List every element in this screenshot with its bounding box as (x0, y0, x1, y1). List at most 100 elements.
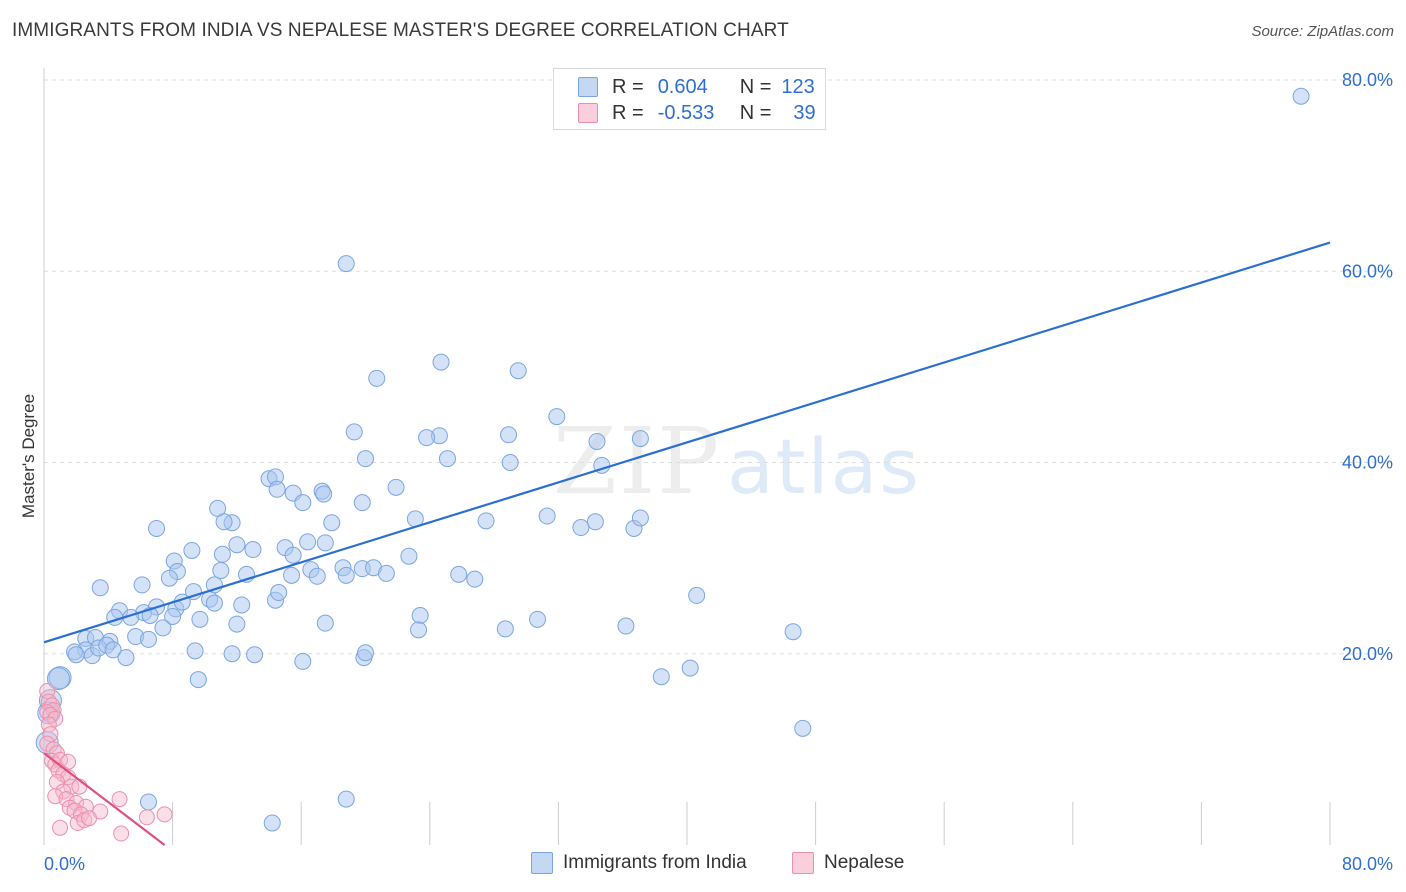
point-india (139, 630, 157, 648)
point-india (270, 584, 288, 602)
point-nepalese (52, 819, 69, 836)
point-india (784, 623, 802, 641)
point-nepalese (39, 735, 56, 752)
point-india (688, 586, 706, 604)
point-nepalese (81, 810, 98, 827)
point-india (357, 450, 374, 468)
point-nepalese (111, 791, 128, 808)
point-india (466, 570, 484, 588)
point-india (400, 547, 418, 565)
point-india (450, 565, 468, 583)
legend-n-label: N = (739, 101, 772, 124)
point-india (794, 719, 812, 737)
legend-r-label: R = (612, 75, 644, 98)
point-india (263, 814, 281, 832)
point-india (418, 429, 436, 447)
point-nepalese (58, 791, 75, 808)
point-india (246, 646, 264, 664)
point-india (213, 545, 231, 563)
point-india (223, 645, 241, 663)
point-india (91, 579, 109, 597)
legend-swatch-nepalese (578, 103, 598, 123)
point-india (588, 432, 606, 450)
point-india (357, 644, 374, 662)
point-india (117, 649, 135, 667)
point-india (548, 408, 566, 426)
trendline-india (43, 241, 1331, 644)
point-india (477, 512, 495, 530)
point-india (46, 667, 70, 691)
series-legend-nepalese[interactable]: Nepalese (792, 852, 904, 874)
y-tick-label: 20.0% (1342, 644, 1393, 664)
point-nepalese (138, 809, 155, 826)
series-legend: Immigrants from India Nepalese (0, 852, 1406, 878)
x-tick-label: 0.0% (44, 854, 85, 874)
point-india (496, 620, 514, 638)
series-legend-india[interactable]: Immigrants from India (531, 852, 747, 874)
point-india (438, 450, 456, 468)
point-india (631, 509, 649, 527)
point-india (337, 566, 355, 584)
watermark: ZIPatlas (553, 408, 921, 515)
point-nepalese (156, 806, 173, 823)
chart-title: IMMIGRANTS FROM INDIA VS NEPALESE MASTER… (12, 20, 789, 41)
point-india (410, 621, 428, 639)
series-label-india: Immigrants from India (563, 852, 747, 873)
point-india (244, 541, 262, 559)
point-india (337, 790, 355, 808)
point-india (617, 617, 635, 635)
point-nepalese (63, 778, 80, 795)
point-india (316, 534, 334, 552)
point-india (509, 362, 527, 380)
point-india (368, 369, 386, 387)
point-nepalese (113, 825, 130, 842)
legend-r-label: R = (612, 101, 644, 124)
legend-n-value: 123 (781, 75, 815, 98)
point-india (154, 619, 172, 637)
point-india (1292, 87, 1310, 105)
point-india (316, 614, 334, 632)
y-axis-label: Master's Degree (19, 394, 38, 518)
point-india (529, 610, 547, 628)
point-india (681, 659, 699, 677)
point-india (572, 519, 590, 537)
series-swatch-nepalese (792, 852, 814, 874)
point-india (294, 652, 312, 670)
point-india (631, 430, 649, 448)
point-india (387, 478, 405, 496)
point-india (500, 426, 518, 444)
y-tick-label: 60.0% (1342, 261, 1393, 281)
point-india (139, 793, 157, 811)
point-india (315, 485, 333, 503)
point-india (233, 596, 251, 614)
point-india (148, 519, 166, 537)
x-tick-label: 80.0% (1342, 854, 1393, 874)
point-india (183, 541, 201, 559)
point-india (212, 562, 230, 580)
legend-r-value: -0.533 (657, 101, 715, 124)
source-label[interactable]: Source: ZipAtlas.com (1251, 23, 1394, 40)
point-india (283, 566, 301, 584)
point-india (67, 646, 85, 664)
point-india (538, 507, 556, 525)
y-tick-label: 80.0% (1342, 70, 1393, 90)
y-tick-label: 40.0% (1342, 453, 1393, 473)
legend-r-value: 0.604 (657, 75, 708, 98)
point-india (411, 607, 429, 624)
point-nepalese (42, 726, 59, 743)
point-india (377, 564, 395, 582)
point-india (432, 353, 450, 371)
correlation-legend: R = 0.604 N = 123 R = -0.533 N = 39 (553, 68, 826, 130)
point-india (268, 480, 286, 498)
point-india (345, 423, 363, 441)
watermark-atlas: atlas (727, 422, 921, 511)
point-india (284, 546, 302, 564)
point-india (228, 615, 246, 633)
series-swatch-india (531, 852, 553, 874)
point-india (353, 494, 371, 512)
point-india (228, 536, 246, 554)
point-india (133, 576, 151, 594)
legend-n-value: 39 (793, 101, 816, 124)
watermark-zip: ZIP (553, 408, 722, 515)
